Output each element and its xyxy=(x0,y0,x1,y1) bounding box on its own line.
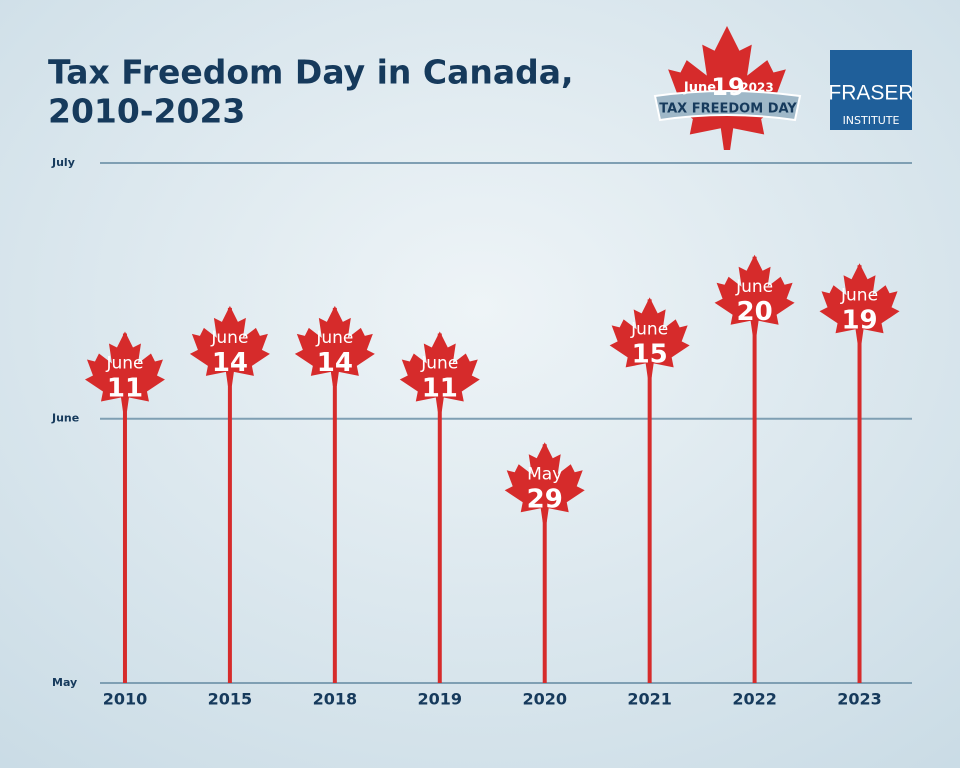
leaf-marker xyxy=(714,254,795,335)
x-tick-label: 2018 xyxy=(313,690,358,709)
value-label: June 19 xyxy=(840,285,878,335)
leaf-marker xyxy=(294,305,375,386)
logo-name: FRASER xyxy=(828,82,913,105)
leaf-marker xyxy=(399,331,480,412)
value-label-day: 11 xyxy=(107,373,143,403)
leaf-marker xyxy=(819,263,900,344)
chart-title: Tax Freedom Day in Canada, xyxy=(48,53,574,92)
logo-sub: INSTITUTE xyxy=(843,114,900,127)
y-tick-label: July xyxy=(51,156,75,169)
badge-leaf xyxy=(665,26,789,151)
leaf-marker xyxy=(189,305,270,386)
logo-box xyxy=(830,50,912,130)
value-label-month: June xyxy=(840,285,878,305)
value-label-month: June xyxy=(315,328,353,348)
y-tick-label: May xyxy=(52,676,77,689)
value-label-day: 15 xyxy=(632,339,668,369)
value-label-month: June xyxy=(105,353,143,373)
value-label-month: June xyxy=(420,353,458,373)
badge: June 19 2023 TAX FREEDOM DAY xyxy=(653,26,802,151)
x-tick-label: 2021 xyxy=(627,690,672,709)
leaf-marker xyxy=(609,297,690,378)
value-label: May 29 xyxy=(527,464,563,514)
leaf-marker xyxy=(504,442,585,523)
x-tick-label: 2022 xyxy=(732,690,777,709)
value-label: June 14 xyxy=(315,328,353,378)
x-tick-label: 2019 xyxy=(418,690,463,709)
value-label: June 14 xyxy=(210,328,248,378)
y-tick-label: June xyxy=(51,412,79,425)
badge-day: 19 xyxy=(711,73,744,101)
badge-year: 2023 xyxy=(740,81,773,95)
x-tick-label: 2010 xyxy=(103,690,148,709)
value-label-month: June xyxy=(210,328,248,348)
value-label-month: May xyxy=(527,464,562,484)
value-label-day: 20 xyxy=(737,296,773,326)
chart-title: 2010-2023 xyxy=(48,92,245,131)
x-tick-label: 2023 xyxy=(837,690,882,709)
value-label: June 11 xyxy=(105,353,143,403)
value-label-month: June xyxy=(735,277,773,297)
leaf-marker xyxy=(84,331,165,412)
value-label-day: 14 xyxy=(212,347,248,377)
value-label-day: 19 xyxy=(841,305,877,335)
x-tick-label: 2015 xyxy=(208,690,253,709)
value-label: June 11 xyxy=(420,353,458,403)
value-label: June 20 xyxy=(735,277,773,327)
value-label-day: 14 xyxy=(317,347,353,377)
x-tick-label: 2020 xyxy=(522,690,567,709)
value-label-day: 29 xyxy=(527,484,563,514)
value-label-month: June xyxy=(630,319,668,339)
value-label: June 15 xyxy=(630,319,668,369)
logo: FRASER INSTITUTE xyxy=(828,50,914,130)
badge-banner: TAX FREEDOM DAY xyxy=(659,102,797,117)
value-label-day: 11 xyxy=(422,373,458,403)
badge-ribbon xyxy=(653,90,802,122)
badge-month: June xyxy=(683,81,716,96)
